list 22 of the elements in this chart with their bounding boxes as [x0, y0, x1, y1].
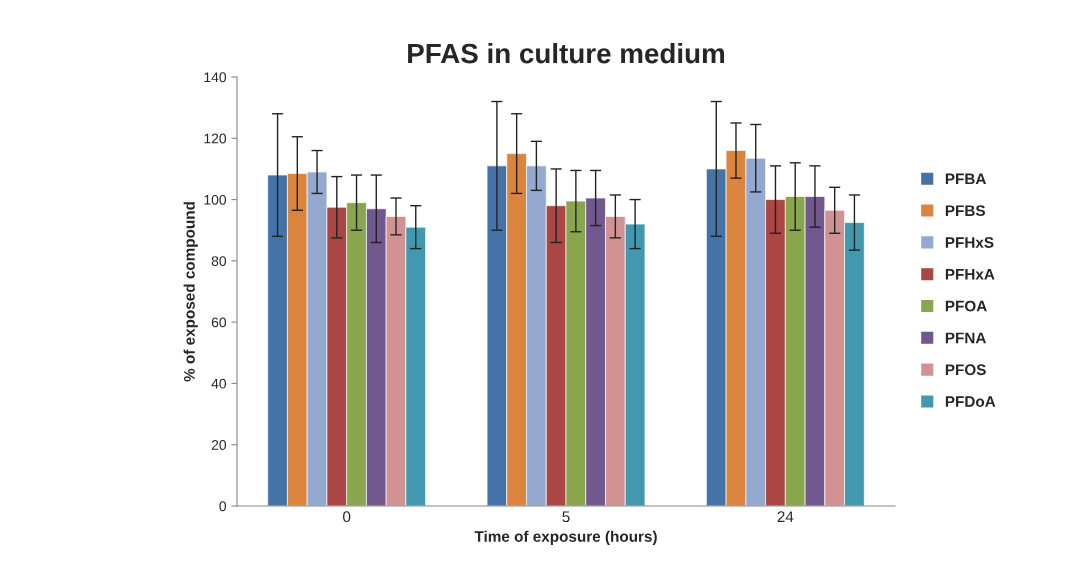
legend-label: PFOS: [945, 364, 986, 376]
y-tick-label: 140: [204, 72, 227, 83]
x-tick-label: 5: [562, 511, 570, 523]
legend-label: PFHxA: [945, 269, 995, 280]
y-tick-label: 120: [204, 133, 227, 144]
y-tick-label: 80: [211, 256, 227, 267]
y-tick-label: 0: [219, 501, 227, 512]
y-tick-label: 40: [211, 378, 227, 389]
x-tick-label: 0: [343, 511, 351, 523]
legend-label: PFNA: [945, 332, 987, 344]
chart-title: PFAS in culture medium: [408, 42, 725, 64]
y-axis-title: % of exposed compound: [183, 202, 198, 382]
x-tick-label: 24: [777, 511, 794, 522]
legend-label: PFBA: [945, 173, 987, 185]
y-tick-label: 100: [204, 194, 227, 205]
y-tick-label: 20: [211, 440, 227, 450]
legend-label: PFOA: [945, 300, 987, 312]
legend-label: PFDoA: [945, 396, 996, 407]
y-tick-label: 60: [211, 317, 227, 328]
legend-label: PFBS: [945, 205, 985, 217]
legend-label: PFHxS: [945, 237, 994, 248]
x-axis-title: Time of exposure (hours): [474, 530, 657, 545]
